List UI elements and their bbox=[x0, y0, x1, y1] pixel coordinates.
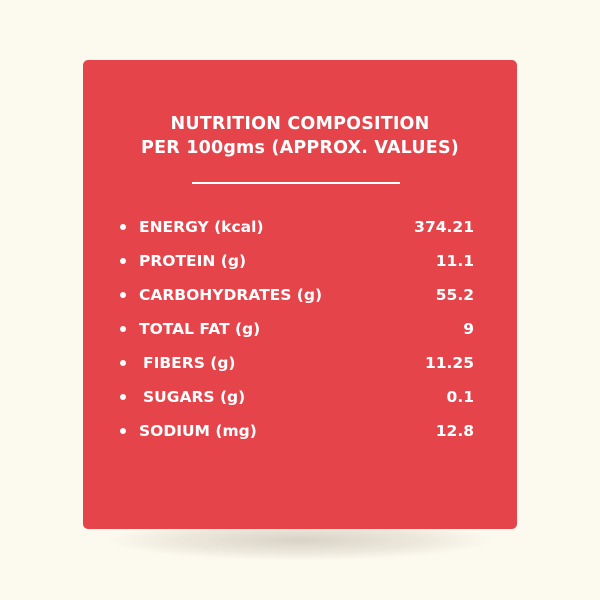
bullet-icon bbox=[120, 360, 126, 366]
nutrient-label: FIBERS (g) bbox=[143, 354, 236, 372]
nutrient-row-sugars: SUGARS (g) 0.1 bbox=[83, 380, 517, 414]
nutrient-row-total-fat: TOTAL FAT (g) 9 bbox=[83, 312, 517, 346]
nutrient-label: SODIUM (mg) bbox=[139, 422, 257, 440]
bullet-icon bbox=[120, 394, 126, 400]
bullet-icon bbox=[120, 258, 126, 264]
nutrient-label: CARBOHYDRATES (g) bbox=[139, 286, 323, 304]
card-title: NUTRITION COMPOSITION PER 100gms (APPROX… bbox=[83, 112, 517, 160]
bullet-icon bbox=[120, 428, 126, 434]
nutrient-row-fibers: FIBERS (g) 11.25 bbox=[83, 346, 517, 380]
bullet-icon bbox=[120, 224, 126, 230]
nutrient-row-protein: PROTEIN (g) 11.1 bbox=[83, 244, 517, 278]
nutrient-row-carbohydrates: CARBOHYDRATES (g) 55.2 bbox=[83, 278, 517, 312]
title-line-2: PER 100gms (APPROX. VALUES) bbox=[141, 138, 459, 158]
nutrient-value: 11.25 bbox=[424, 354, 474, 372]
nutrient-row-energy: ENERGY (kcal) 374.21 bbox=[83, 210, 517, 244]
title-divider bbox=[192, 182, 400, 184]
nutrient-value: 11.1 bbox=[435, 252, 474, 270]
bullet-icon bbox=[120, 292, 126, 298]
nutrient-label: SUGARS (g) bbox=[143, 388, 246, 406]
nutrient-label: ENERGY (kcal) bbox=[139, 218, 264, 236]
nutrient-value: 12.8 bbox=[435, 422, 474, 440]
bullet-icon bbox=[120, 326, 126, 332]
nutrient-value: 374.21 bbox=[414, 218, 474, 236]
nutrient-label: TOTAL FAT (g) bbox=[139, 320, 261, 338]
nutrition-card: NUTRITION COMPOSITION PER 100gms (APPROX… bbox=[83, 60, 517, 529]
nutrient-value: 0.1 bbox=[446, 388, 474, 406]
nutrient-value: 9 bbox=[463, 320, 474, 338]
title-line-1: NUTRITION COMPOSITION bbox=[170, 114, 430, 134]
nutrient-value: 55.2 bbox=[435, 286, 474, 304]
nutrient-row-sodium: SODIUM (mg) 12.8 bbox=[83, 414, 517, 448]
nutrient-label: PROTEIN (g) bbox=[139, 252, 247, 270]
